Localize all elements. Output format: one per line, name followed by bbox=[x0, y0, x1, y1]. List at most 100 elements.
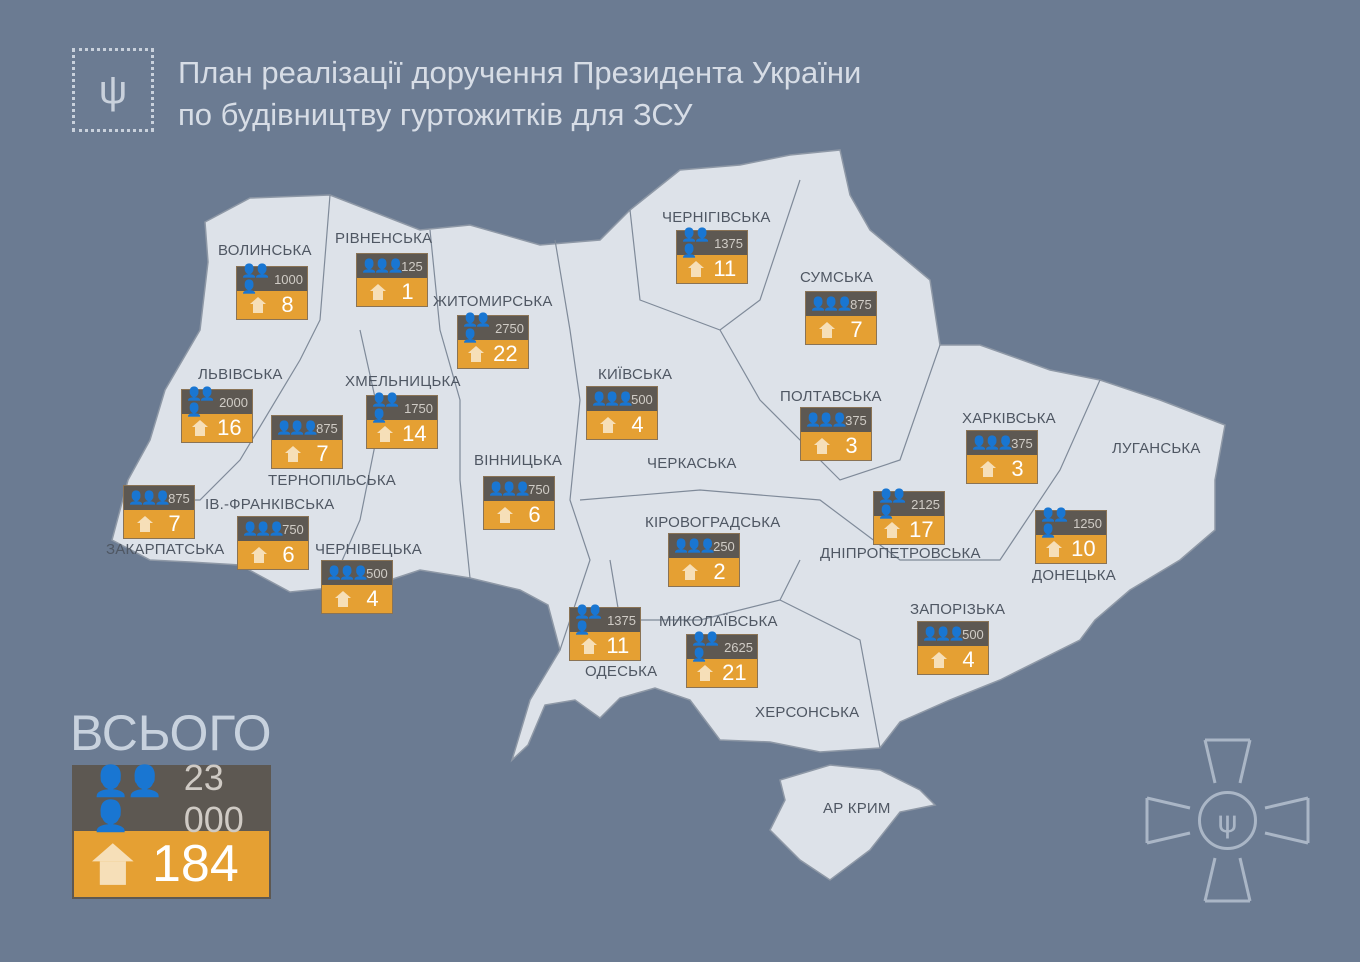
house-icon bbox=[92, 843, 134, 885]
region-badge: 👤👤👤 500 4 bbox=[917, 621, 989, 675]
total-people-value: 23 000 bbox=[183, 757, 244, 840]
people-count: 1750 bbox=[404, 400, 433, 416]
houses-count: 21 bbox=[722, 660, 747, 685]
people-icon: 👤👤👤 bbox=[805, 412, 848, 427]
house-icon bbox=[285, 446, 302, 462]
houses-count: 7 bbox=[316, 441, 329, 466]
house-icon bbox=[192, 420, 209, 436]
houses-row: 4 bbox=[587, 411, 657, 439]
title-line-1: План реалізації доручення Президента Укр… bbox=[178, 55, 862, 90]
people-icon: 👤👤👤 bbox=[1040, 507, 1069, 538]
region-label: ЛЬВІВСЬКА bbox=[198, 366, 283, 383]
houses-count: 16 bbox=[217, 415, 242, 440]
houses-row: 21 bbox=[687, 659, 757, 687]
people-row: 👤👤👤 1750 bbox=[367, 392, 437, 423]
svg-text:ψ: ψ bbox=[1218, 805, 1238, 840]
region-badge: 👤👤👤 250 2 bbox=[668, 533, 740, 587]
region-label: ЗАКАРПАТСЬКА bbox=[106, 541, 225, 558]
house-icon bbox=[697, 665, 714, 681]
house-icon bbox=[468, 346, 485, 362]
region-label: МИКОЛАЇВСЬКА bbox=[659, 613, 778, 630]
region-borders bbox=[150, 179, 1101, 749]
people-count: 375 bbox=[845, 412, 867, 428]
region-badge: 👤👤👤 500 4 bbox=[586, 386, 658, 440]
region-label: ВОЛИНСЬКА bbox=[218, 242, 312, 259]
house-icon bbox=[687, 261, 704, 277]
people-icon: 👤👤👤 bbox=[574, 604, 603, 635]
people-count: 500 bbox=[366, 565, 388, 581]
houses-count: 2 bbox=[713, 559, 726, 584]
house-icon bbox=[377, 426, 394, 442]
region-badge: 👤👤👤 2625 21 bbox=[686, 631, 758, 688]
people-row: 👤👤👤 1000 bbox=[237, 263, 307, 294]
people-icon: 👤👤👤 bbox=[276, 420, 319, 435]
houses-row: 11 bbox=[677, 255, 747, 283]
houses-row: 3 bbox=[801, 432, 871, 460]
people-icon: 👤👤👤 bbox=[878, 488, 907, 519]
people-icon: 👤👤👤 bbox=[361, 258, 404, 273]
house-icon bbox=[931, 652, 948, 668]
region-badge: 👤👤👤 875 7 bbox=[805, 291, 877, 345]
region-badge: 👤👤👤 1000 8 bbox=[236, 263, 308, 320]
houses-row: 4 bbox=[918, 646, 988, 674]
people-icon: 👤👤👤 bbox=[971, 435, 1014, 450]
region-badge: 👤👤👤 750 6 bbox=[237, 516, 309, 570]
houses-row: 11 bbox=[570, 632, 640, 660]
houses-count: 6 bbox=[282, 542, 295, 567]
region-label: ЖИТОМИРСЬКА bbox=[433, 293, 553, 310]
houses-count: 6 bbox=[528, 502, 541, 527]
house-icon bbox=[819, 322, 836, 338]
house-icon bbox=[600, 417, 617, 433]
house-icon bbox=[335, 591, 352, 607]
region-badge: 👤👤👤 1250 10 bbox=[1035, 507, 1107, 564]
region-badge: 👤👤👤 875 7 bbox=[271, 415, 343, 469]
region-badge: 👤👤👤 375 3 bbox=[800, 407, 872, 461]
people-row: 👤👤👤 875 bbox=[806, 292, 876, 316]
region-badge: 👤👤👤 2000 16 bbox=[181, 386, 253, 443]
houses-row: 3 bbox=[967, 455, 1037, 483]
people-row: 👤👤👤 2000 bbox=[182, 386, 252, 417]
people-icon: 👤👤👤 bbox=[681, 227, 710, 258]
houses-count: 4 bbox=[366, 586, 379, 611]
houses-count: 10 bbox=[1071, 536, 1096, 561]
houses-row: 4 bbox=[322, 585, 392, 613]
people-row: 👤👤👤 375 bbox=[801, 408, 871, 432]
houses-count: 4 bbox=[631, 412, 644, 437]
houses-row: 1 bbox=[357, 278, 427, 306]
house-icon bbox=[497, 507, 514, 523]
people-count: 750 bbox=[528, 481, 550, 497]
total-people: 👤👤👤 23 000 bbox=[74, 757, 269, 840]
houses-count: 11 bbox=[606, 633, 630, 658]
region-label: ЧЕРНІВЕЦЬКА bbox=[315, 541, 422, 558]
houses-row: 7 bbox=[272, 440, 342, 468]
houses-row: 6 bbox=[238, 541, 308, 569]
houses-count: 22 bbox=[493, 341, 518, 366]
house-icon bbox=[250, 297, 267, 313]
people-icon: 👤👤👤 bbox=[922, 626, 965, 641]
people-count: 750 bbox=[282, 521, 304, 537]
houses-row: 10 bbox=[1036, 535, 1106, 563]
people-row: 👤👤👤 2625 bbox=[687, 631, 757, 662]
houses-row: 2 bbox=[669, 558, 739, 586]
region-badge: 👤👤👤 2125 17 bbox=[873, 488, 945, 545]
people-count: 1375 bbox=[714, 235, 743, 251]
region-label: ХЕРСОНСЬКА bbox=[755, 704, 860, 721]
houses-row: 7 bbox=[124, 510, 194, 538]
houses-row: 7 bbox=[806, 316, 876, 344]
region-label: ВІННИЦЬКА bbox=[474, 452, 563, 469]
people-row: 👤👤👤 125 bbox=[357, 254, 427, 278]
house-icon bbox=[251, 547, 268, 563]
total-label: ВСЬОГО bbox=[70, 705, 272, 761]
people-count: 875 bbox=[316, 420, 338, 436]
house-icon bbox=[884, 522, 901, 538]
total-houses-value: 184 bbox=[152, 835, 239, 893]
region-badge: 👤👤👤 875 7 bbox=[123, 485, 195, 539]
region-label: ОДЕСЬКА bbox=[585, 663, 658, 680]
region-badge: 👤👤👤 375 3 bbox=[966, 430, 1038, 484]
region-label: ЧЕРНІГІВСЬКА bbox=[662, 209, 771, 226]
people-row: 👤👤👤 875 bbox=[272, 416, 342, 440]
people-count: 2750 bbox=[495, 320, 524, 336]
region-label: ХМЕЛЬНИЦЬКА bbox=[345, 373, 461, 390]
people-count: 500 bbox=[631, 391, 653, 407]
people-row: 👤👤👤 500 bbox=[587, 387, 657, 411]
